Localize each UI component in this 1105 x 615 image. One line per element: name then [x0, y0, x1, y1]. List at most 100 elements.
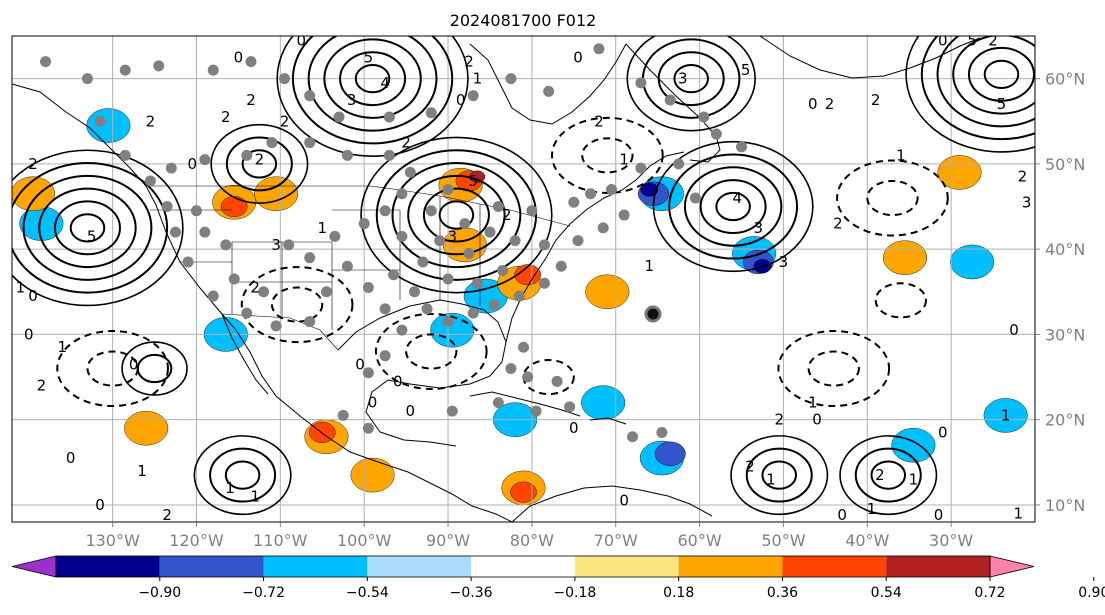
- contour-label: 2: [988, 31, 998, 49]
- observation-point: [689, 192, 701, 204]
- shaded-region: [350, 457, 395, 493]
- observation-point: [555, 260, 567, 272]
- observation-point: [425, 107, 437, 119]
- contour-line-zero: [210, 123, 309, 204]
- contour-label: 0: [129, 355, 139, 373]
- colorbar-tick-label: 0.36: [767, 585, 798, 601]
- observation-point: [488, 299, 500, 311]
- contour-line-negative: [777, 330, 891, 408]
- contour-line-positive: [761, 460, 798, 490]
- longitude-tick-label: 100°W: [337, 531, 392, 550]
- colorbar-outline: [55, 555, 991, 578]
- contour-label: 2: [1018, 168, 1028, 186]
- colorbar-segment: [56, 556, 160, 577]
- observation-point: [505, 363, 517, 375]
- observation-point: [463, 247, 475, 259]
- latitude-axis: 10°N 20°N 30°N 40°N 50°N 60°N: [1035, 70, 1085, 515]
- contour-label: 3: [1022, 193, 1032, 211]
- contour-label: 5: [87, 227, 97, 245]
- contour-label: 0: [456, 91, 466, 109]
- shaded-region: [581, 385, 626, 420]
- contour-line-positive: [683, 166, 783, 247]
- observation-point: [538, 239, 550, 251]
- contour-label: 5: [468, 172, 478, 190]
- contour-line-positive: [12, 162, 169, 294]
- colorbar-segment: [886, 556, 990, 577]
- observation-point: [241, 307, 253, 319]
- observation-point: [543, 85, 555, 97]
- observation-point: [258, 286, 270, 298]
- shaded-region: [983, 398, 1028, 433]
- observation-point: [526, 205, 538, 217]
- contour-line-positive: [438, 200, 475, 230]
- colorbar-extend-low: [11, 555, 57, 578]
- contour-line-positive: [657, 51, 725, 107]
- contour-label: 2: [246, 91, 256, 109]
- latitude-tick-label: 30°N: [1045, 325, 1085, 344]
- observation-point: [467, 90, 479, 102]
- observation-point: [710, 128, 722, 140]
- observation-point: [698, 111, 710, 123]
- contour-label: 1: [1013, 504, 1023, 522]
- contour-label: 3: [779, 253, 789, 271]
- colorbar-extend-high: [989, 555, 1035, 578]
- contour-label: 3: [447, 227, 457, 245]
- contour-label: 0: [297, 31, 307, 49]
- colorbar-tick-label: 0.54: [871, 585, 902, 601]
- observation-point: [459, 218, 471, 230]
- observation-point: [241, 149, 253, 161]
- observation-point: [597, 222, 609, 234]
- contour-label: 0: [368, 394, 378, 412]
- contour-label: 1: [137, 462, 147, 480]
- contour-line-zero: [626, 36, 756, 132]
- contour-line-negative: [874, 282, 927, 319]
- observation-point: [199, 226, 211, 238]
- contour-label: 0: [619, 492, 629, 510]
- observation-points: [40, 43, 748, 443]
- contour-label: 0: [188, 155, 198, 173]
- observation-point: [492, 201, 504, 213]
- contour-label: 2: [37, 377, 47, 395]
- observation-point: [304, 90, 316, 102]
- contour-label: 2: [464, 53, 474, 71]
- south-america-coast: [511, 485, 713, 522]
- shaded-region: [883, 240, 928, 275]
- contour-line-positive: [224, 460, 261, 490]
- map-frame: [11, 35, 1036, 523]
- latitude-tick-label: 60°N: [1045, 70, 1085, 89]
- contour-label: 0: [1009, 321, 1019, 339]
- observation-point: [606, 183, 618, 195]
- contour-label: 2: [745, 458, 755, 476]
- observation-point: [635, 77, 647, 89]
- contour-label: 2: [146, 112, 156, 130]
- contour-line-negative: [56, 330, 169, 408]
- contour-line-positive: [307, 36, 438, 132]
- contour-line-zero: [360, 136, 553, 294]
- contour-line-positive: [391, 162, 522, 269]
- shaded-region: [220, 196, 248, 217]
- contour-line-positive: [38, 187, 137, 269]
- observation-point: [388, 269, 400, 281]
- contour-label: 2: [401, 134, 411, 152]
- observation-point: [81, 73, 93, 85]
- observation-point: [442, 316, 454, 328]
- observation-point: [362, 367, 374, 379]
- colorbar-tick-label: −0.72: [242, 585, 285, 601]
- latitude-tick-label: 40°N: [1045, 240, 1085, 259]
- contour-label: 1: [250, 487, 260, 505]
- contour-label: 1: [16, 279, 26, 297]
- us-east-coast: [505, 151, 685, 343]
- shaded-region: [86, 108, 131, 143]
- observation-point: [358, 218, 370, 230]
- observation-point: [497, 264, 509, 276]
- longitude-tick-label: 30°W: [929, 531, 973, 550]
- gulf-of-mexico-coast: [337, 299, 507, 447]
- observation-point: [341, 260, 353, 272]
- observation-point: [329, 230, 341, 242]
- contour-line-positive: [668, 153, 799, 260]
- contour-label: 2: [221, 108, 231, 126]
- contour-label: 2: [250, 279, 260, 297]
- contour-line-positive: [745, 447, 813, 503]
